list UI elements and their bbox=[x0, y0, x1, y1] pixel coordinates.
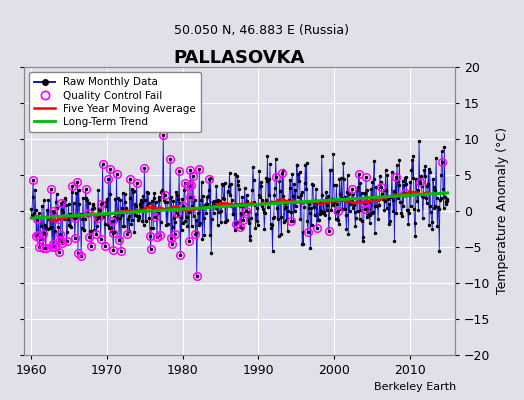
Text: 50.050 N, 46.883 E (Russia): 50.050 N, 46.883 E (Russia) bbox=[174, 24, 350, 37]
Text: Berkeley Earth: Berkeley Earth bbox=[374, 382, 456, 392]
Legend: Raw Monthly Data, Quality Control Fail, Five Year Moving Average, Long-Term Tren: Raw Monthly Data, Quality Control Fail, … bbox=[29, 72, 201, 132]
Y-axis label: Temperature Anomaly (°C): Temperature Anomaly (°C) bbox=[496, 128, 509, 294]
Title: PALLASOVKA: PALLASOVKA bbox=[173, 49, 305, 67]
